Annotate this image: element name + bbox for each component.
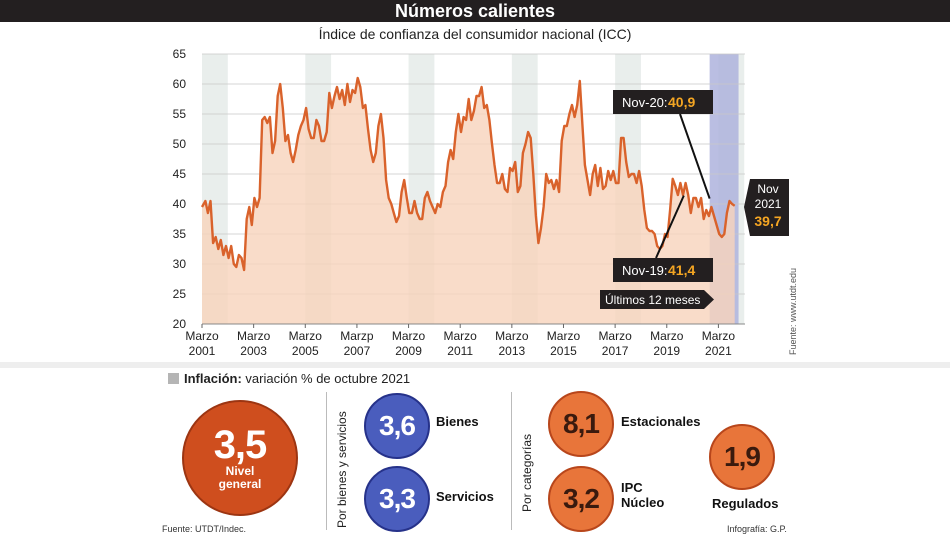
bienes-label: Bienes xyxy=(436,414,479,429)
infographic-credit: Infografía: G.P. xyxy=(727,524,787,534)
nov19-label: Nov-19: xyxy=(622,263,668,278)
x-tick-label: Marzo xyxy=(495,329,529,343)
y-tick-label: 50 xyxy=(173,137,187,151)
nov20-box xyxy=(613,90,713,114)
x-tick-label: Marzo xyxy=(547,329,581,343)
bienes-circle: 3,6 xyxy=(364,393,430,459)
page-title: Números calientes xyxy=(394,1,556,21)
regulados-circle: 1,9 xyxy=(709,424,775,490)
general-inflation-value: 3,5 xyxy=(213,423,268,467)
x-tick-label: 2007 xyxy=(344,344,371,358)
y-tick-label: 25 xyxy=(173,287,187,301)
y-tick-label: 30 xyxy=(173,257,187,271)
bienes-value: 3,6 xyxy=(379,410,416,441)
regulados-label: Regulados xyxy=(712,496,779,511)
inflation-source: Fuente: UTDT/Indec. xyxy=(162,524,247,534)
nov19-box xyxy=(613,258,713,282)
nov21-box xyxy=(744,179,789,236)
divider-1 xyxy=(326,392,327,530)
header-bar xyxy=(0,0,950,22)
nov20-pointer xyxy=(679,113,711,199)
y-tick-label: 60 xyxy=(173,77,187,91)
square-icon xyxy=(168,373,179,384)
general-inflation-label2: general xyxy=(218,477,262,491)
nucleo-value: 3,2 xyxy=(563,483,600,514)
nov21-value: 39,7 xyxy=(754,213,781,229)
x-tick-label: Marzp xyxy=(340,329,374,343)
chart-title: Índice de confianza del consumidor nacio… xyxy=(318,26,632,42)
x-tick-label: Marzo xyxy=(289,329,323,343)
x-tick-label: 2005 xyxy=(292,344,319,358)
x-tick-label: 2009 xyxy=(395,344,422,358)
y-tick-label: 40 xyxy=(173,197,187,211)
y-tick-label: 65 xyxy=(173,47,187,61)
nov19-value: 41,4 xyxy=(668,262,695,278)
nucleo-label: IPC Núcleo xyxy=(621,480,664,510)
estacionales-value: 8,1 xyxy=(563,408,600,439)
y-tick-label: 45 xyxy=(173,167,187,181)
x-tick-label: 2019 xyxy=(653,344,680,358)
group2-title: Por categorías xyxy=(520,433,534,512)
inflation-title: Inflación: variación % de octubre 2021 xyxy=(168,371,410,386)
nov19-pointer xyxy=(655,195,685,259)
servicios-circle: 3,3 xyxy=(364,466,430,532)
x-tick-label: Marzo xyxy=(444,329,478,343)
chart-source: Fuente: www.utdt.edu xyxy=(788,267,798,355)
x-tick-label: 2013 xyxy=(498,344,525,358)
nov20-value: 40,9 xyxy=(668,94,695,110)
inflation-title-bold: Inflación: xyxy=(184,371,242,386)
nov21-month: Nov xyxy=(757,182,778,196)
x-tick-label: 2021 xyxy=(705,344,732,358)
nov20-label: Nov-20: xyxy=(622,95,668,110)
nucleo-label-line1: IPC xyxy=(621,480,643,495)
icc-chart: 20253035404550556065Marzo2001Marzo2003Ma… xyxy=(173,47,789,358)
general-inflation-label1: Nivel xyxy=(225,464,255,478)
servicios-label: Servicios xyxy=(436,489,494,504)
x-tick-label: Marzo xyxy=(185,329,219,343)
y-tick-label: 55 xyxy=(173,107,187,121)
nov21-year: 2021 xyxy=(755,197,782,211)
nucleo-circle: 3,2 xyxy=(548,466,614,532)
series-line xyxy=(200,76,736,272)
x-tick-label: Marzo xyxy=(392,329,426,343)
x-tick-label: 2011 xyxy=(447,344,473,358)
x-tick-label: 2003 xyxy=(240,344,267,358)
x-tick-label: 2015 xyxy=(550,344,577,358)
divider-2 xyxy=(511,392,512,530)
x-tick-label: Marzo xyxy=(598,329,632,343)
x-tick-label: 2017 xyxy=(602,344,629,358)
inflation-title-rest: variación % de octubre 2021 xyxy=(241,371,411,386)
estacionales-label: Estacionales xyxy=(621,414,701,429)
x-tick-label: 2001 xyxy=(189,344,216,358)
estacionales-circle: 8,1 xyxy=(548,391,614,457)
regulados-value: 1,9 xyxy=(724,441,761,472)
section-divider xyxy=(0,362,950,368)
general-inflation-circle: 3,5 Nivel general xyxy=(182,400,298,516)
x-tick-label: Marzo xyxy=(702,329,736,343)
y-tick-label: 35 xyxy=(173,227,187,241)
range-label: Últimos 12 meses xyxy=(605,292,700,307)
x-tick-label: Marzo xyxy=(237,329,271,343)
range-arrow xyxy=(600,290,714,309)
x-tick-label: Marzo xyxy=(650,329,684,343)
series-area xyxy=(202,78,735,324)
y-tick-label: 20 xyxy=(173,317,187,331)
servicios-value: 3,3 xyxy=(379,483,416,514)
nucleo-label-line2: Núcleo xyxy=(621,495,665,510)
group1-title: Por bienes y servicios xyxy=(335,411,349,528)
